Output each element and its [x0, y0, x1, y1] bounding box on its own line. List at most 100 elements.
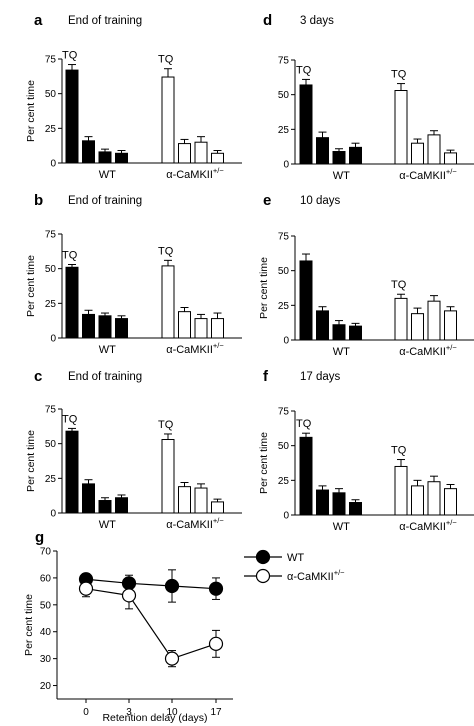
panel-d-tq-label: TQ — [296, 64, 312, 76]
panel-d-y-tick-label: 75 — [278, 56, 290, 67]
panel-f-y-tick-label: 25 — [278, 476, 290, 487]
panel-b-bar — [194, 318, 208, 339]
panel-a-bar — [178, 143, 191, 164]
panel-f-group-superscript: +/− — [446, 518, 457, 527]
panel-g-legend-label: WT — [287, 552, 304, 564]
panel-g-y-tick-label: 70 — [40, 547, 52, 558]
panel-c-bar — [115, 497, 128, 514]
panel-c-tq-label: TQ — [158, 419, 174, 431]
panel-c-y-tick-label: 75 — [45, 405, 57, 416]
panel-b-group-name: WT — [99, 344, 116, 356]
panel-d-bar — [427, 134, 441, 165]
panel-a-group-name: α-CaMKII — [166, 169, 213, 181]
panel-e-bar — [316, 310, 329, 341]
panel-c-bar — [82, 483, 95, 514]
panel-d-bar — [411, 142, 424, 165]
panel-b-y-tick-label: 50 — [45, 264, 57, 275]
panel-d-bar — [316, 137, 329, 165]
panel-b-title: End of training — [68, 195, 142, 207]
panel-d-y-tick-label: 25 — [278, 125, 290, 136]
panel-f-bar — [299, 436, 313, 516]
panel-b-y-tick-label: 75 — [45, 230, 57, 241]
panel-g-y-tick-label: 60 — [40, 573, 52, 584]
panel-f-bar — [411, 485, 424, 516]
panel-d-group-label: α-CaMKII+/− — [399, 167, 457, 182]
panel-f-y-tick-label: 0 — [283, 511, 289, 522]
panel-c-y-tick-label: 50 — [45, 439, 57, 450]
panel-f-bar — [444, 488, 457, 516]
panel-g-y-tick-label: 40 — [40, 627, 52, 638]
panel-g-x-tick-label: 10 — [166, 707, 178, 718]
panel-e-bar — [411, 313, 424, 341]
panel-a-y-tick-label: 25 — [45, 124, 57, 135]
panel-f-tq-label: TQ — [296, 418, 312, 430]
panel-c-letter: c — [34, 368, 42, 385]
panel-e-bar — [394, 297, 408, 341]
panel-b-bar — [115, 318, 128, 339]
panel-g-series-line — [85, 578, 217, 590]
panel-b-y-tick-label: 0 — [50, 334, 56, 345]
panel-c-y-tick-label: 0 — [50, 509, 56, 520]
panel-b-bar — [211, 318, 224, 339]
panel-g-legend-name: WT — [287, 552, 304, 564]
panel-b-group-name: α-CaMKII — [166, 344, 213, 356]
panel-g-point — [208, 636, 224, 651]
panel-c-title: End of training — [68, 371, 142, 383]
panel-e-y-tick-label: 75 — [278, 232, 290, 243]
panel-e-letter: e — [263, 192, 271, 209]
panel-a-group-superscript: +/− — [213, 166, 224, 175]
panel-g-y-label: Per cent time — [23, 594, 35, 656]
panel-d-letter: d — [263, 12, 272, 29]
panel-e-group-label: WT — [333, 346, 350, 358]
panel-f-y-tick-label: 50 — [278, 441, 290, 452]
panel-c-group-label: WT — [99, 519, 116, 531]
panel-g-y-tick-label: 20 — [40, 681, 52, 692]
panel-d-y-tick-label: 50 — [278, 90, 290, 101]
panel-g-legend-label: α-CaMKII+/− — [287, 568, 345, 583]
panel-d-group-name: WT — [333, 170, 350, 182]
panel-c-group-label: α-CaMKII+/− — [166, 516, 224, 531]
panel-g-point — [208, 581, 224, 596]
panel-a-y-tick-label: 0 — [50, 159, 56, 170]
panel-g-x-label: Retention delay (days) — [102, 712, 207, 724]
panel-e-y-tick-label: 25 — [278, 301, 290, 312]
panel-a-group-label: α-CaMKII+/− — [166, 166, 224, 181]
panel-b-group-label: α-CaMKII+/− — [166, 341, 224, 356]
panel-f-bar — [332, 492, 346, 516]
panel-f-y-tick-label: 75 — [278, 407, 290, 418]
panel-g-legend-superscript: +/− — [334, 568, 345, 577]
panel-b-y-tick-label: 25 — [45, 299, 57, 310]
panel-a-letter: a — [34, 12, 43, 29]
panel-b-group-label: WT — [99, 344, 116, 356]
panel-f-group-name: WT — [333, 521, 350, 533]
panel-a-group-label: WT — [99, 169, 116, 181]
panel-a-bar — [161, 76, 175, 164]
panel-e-group-name: WT — [333, 346, 350, 358]
panel-f-bar — [316, 489, 329, 516]
panel-f-title: 17 days — [300, 371, 341, 383]
panel-b-bar — [98, 315, 112, 339]
panel-e-tq-label: TQ — [391, 279, 407, 291]
panel-g-legend-marker — [255, 549, 271, 565]
panel-c-bar — [65, 430, 79, 514]
panel-c-bar — [194, 487, 208, 514]
panel-d-title: 3 days — [300, 15, 334, 27]
panel-g-series-line — [85, 588, 217, 660]
panel-a-tq-label: TQ — [158, 54, 174, 66]
panel-d-group-name: α-CaMKII — [399, 170, 446, 182]
panel-d-bar — [332, 151, 346, 165]
panel-f-y-label: Per cent time — [258, 432, 270, 494]
panel-g-point — [164, 651, 180, 666]
panel-f-group-label: WT — [333, 521, 350, 533]
panel-c-bar — [211, 501, 224, 514]
panel-a-tq-label: TQ — [62, 50, 78, 62]
panel-f-letter: f — [263, 368, 269, 385]
panel-g-point — [78, 581, 94, 596]
panel-d-group-superscript: +/− — [446, 167, 457, 176]
panel-d-tq-label: TQ — [391, 69, 407, 81]
panel-a-y-label: Per cent time — [25, 80, 37, 142]
panel-a-y-tick-label: 50 — [45, 89, 57, 100]
panel-e-title: 10 days — [300, 195, 341, 207]
panel-c-y-tick-label: 25 — [45, 474, 57, 485]
panel-e-bar — [427, 300, 441, 341]
